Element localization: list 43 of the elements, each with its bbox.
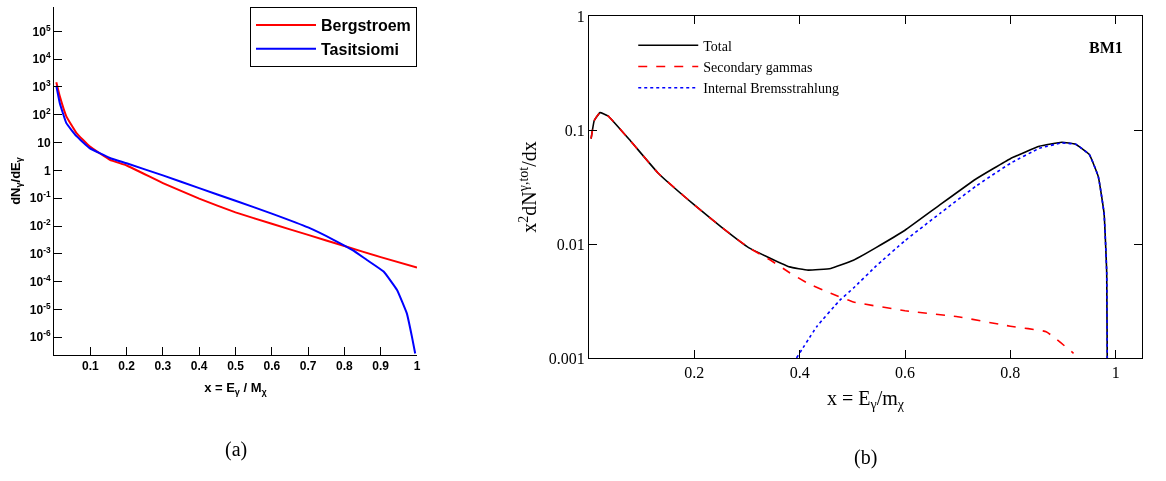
x-tick-label: 0.8 [1000, 364, 1021, 382]
y-tick-label: 0.01 [556, 235, 585, 253]
legend-label: Secondary gammas [703, 59, 813, 75]
legend-label: Tasitsiomi [321, 40, 399, 58]
y-tick-label: 0.1 [564, 121, 585, 139]
y-tick-label: 10$^{-5}$ [29, 300, 51, 317]
x-tick-label: 0.3 [154, 359, 172, 374]
y-tick-label: 10$^{-3}$ [29, 244, 51, 262]
text: (a) [225, 438, 248, 461]
x-tick-label: 0.4 [190, 359, 208, 374]
x-tick-label: 0.7 [299, 359, 317, 374]
y-tick-label: 10$^{2}$ [32, 105, 51, 122]
y-tick-label: 10$^{-1}$ [29, 189, 51, 206]
x-tick-label: 1 [1111, 364, 1120, 382]
legend-label: Internal Bremsstrahlung [703, 81, 839, 97]
y-tick-label: 10$^{-2}$ [29, 217, 51, 234]
x-tick-label: 0.6 [263, 359, 281, 374]
line-series [795, 142, 1109, 358]
x-tick-label: 0.8 [336, 359, 354, 374]
y-tick-label: 10$^{3}$ [32, 78, 51, 95]
y-tick-label: 10$^{-6}$ [29, 328, 51, 345]
x-tick-label: 0.4 [789, 364, 810, 382]
x-tick-label: 1 [413, 359, 421, 374]
x-tick-label: 0.1 [81, 359, 99, 374]
line-series [55, 81, 417, 269]
y-tick-label: 1 [576, 7, 585, 25]
x-axis-title: x = E$_{γ}$ / M$_{χ}$ [204, 380, 268, 397]
y-tick-label: 10 [37, 135, 51, 150]
annotation: BM1 [1089, 39, 1123, 56]
legend-label: Bergstroem [321, 17, 411, 35]
y-tick-label: 10$^{-4}$ [29, 272, 51, 289]
x-tick-label: 0.2 [684, 364, 705, 382]
x-tick-label: 0.9 [372, 359, 390, 374]
x-tick-label: 0.6 [895, 364, 915, 382]
y-tick-label: 10$^{4}$ [32, 50, 51, 67]
x-axis-title: x = E$_{γ}$/m$_{χ}$ [826, 386, 905, 412]
legend-label: Total [703, 38, 732, 54]
x-tick-label: 0.5 [227, 359, 245, 374]
y-tick-label: 0.001 [548, 349, 585, 367]
text: (b) [854, 446, 878, 469]
y-tick-label: 1 [43, 163, 51, 178]
x-tick-label: 0.2 [118, 359, 136, 374]
y-tick-label: 10$^{5}$ [32, 22, 51, 39]
